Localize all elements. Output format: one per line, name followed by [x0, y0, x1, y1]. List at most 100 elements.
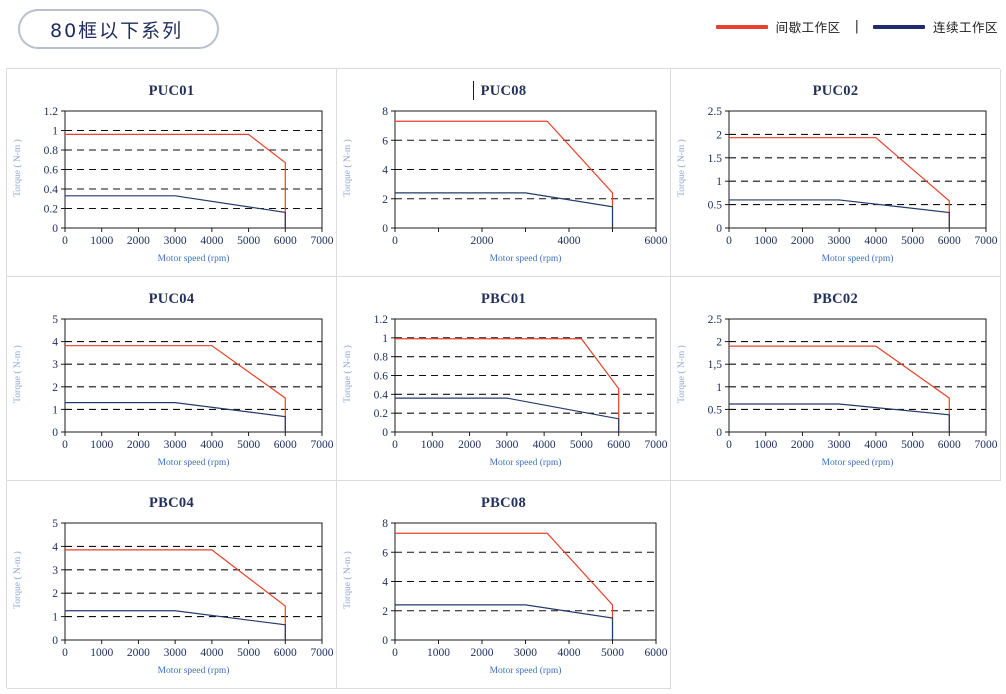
svg-text:2000: 2000 — [127, 647, 150, 659]
svg-text:3: 3 — [52, 565, 58, 577]
svg-text:0.5: 0.5 — [708, 404, 723, 416]
page-header: 80框以下系列 间歇工作区 | 连续工作区 — [0, 0, 1006, 60]
svg-text:0: 0 — [52, 223, 58, 235]
svg-text:2: 2 — [52, 588, 58, 600]
svg-text:2: 2 — [52, 382, 58, 394]
charts-grid: PUC01 0 1000 2000 3000 4000 5000 6000 7000 0 0.2 0.… — [6, 68, 1001, 689]
svg-text:4000: 4000 — [200, 235, 223, 247]
chart-cell: PBC01 0 1000 2000 3000 4000 5000 6000 7000 0 0.2 0.… — [337, 277, 671, 481]
y-axis-label: Torque ( N-m ) — [677, 344, 687, 403]
svg-text:6000: 6000 — [645, 235, 668, 247]
chart-area: PUC02 0 1000 2000 3000 4000 5000 6000 7000 0 0.5 1 1… — [671, 69, 1000, 276]
svg-text:3000: 3000 — [828, 235, 851, 247]
svg-text:0: 0 — [392, 647, 398, 659]
chart-area: PBC02 0 1000 2000 3000 4000 5000 6000 7000 0 0.5 1 1… — [671, 277, 1000, 480]
series-badge: 80框以下系列 — [18, 9, 220, 49]
chart-plot: 0 1000 2000 3000 4000 5000 6000 7000 0 0.2 0.4 0.6 0… — [374, 314, 668, 451]
legend-label-continuous: 连续工作区 — [932, 20, 998, 35]
svg-text:1000: 1000 — [421, 439, 444, 451]
svg-text:0.8: 0.8 — [374, 352, 389, 364]
chart-cell: PBC04 0 1000 2000 3000 4000 5000 6000 7000 0 1 2 3 4 5… — [7, 481, 337, 689]
svg-text:1: 1 — [382, 333, 388, 345]
y-axis-label: Torque ( N-m ) — [677, 138, 687, 197]
svg-text:6: 6 — [382, 135, 388, 147]
svg-text:2000: 2000 — [471, 235, 494, 247]
svg-text:1.2: 1.2 — [374, 314, 389, 326]
svg-text:0.6: 0.6 — [374, 371, 389, 383]
svg-text:7000: 7000 — [975, 439, 998, 451]
chart-plot: 0 1000 2000 3000 4000 5000 6000 0 2 4 6 8 — [382, 518, 668, 659]
chart-plot: 0 1000 2000 3000 4000 5000 6000 7000 0 1 2 3 4 5 — [52, 314, 334, 451]
svg-text:0: 0 — [392, 235, 398, 247]
chart-area: PBC04 0 1000 2000 3000 4000 5000 6000 7000 0 1 2 3 4 5… — [7, 481, 336, 688]
svg-text:0.4: 0.4 — [44, 184, 59, 196]
series-line — [729, 345, 950, 432]
chart-area: PUC04 0 1000 2000 3000 4000 5000 6000 7000 0 1 2 3 4 5… — [7, 277, 336, 480]
svg-text:0: 0 — [726, 439, 732, 451]
svg-text:4: 4 — [382, 577, 388, 589]
chart-cell-empty — [671, 481, 1001, 689]
svg-text:5000: 5000 — [237, 235, 260, 247]
svg-text:1000: 1000 — [90, 439, 113, 451]
svg-text:3000: 3000 — [514, 647, 537, 659]
series-line — [395, 192, 614, 228]
svg-text:0: 0 — [716, 223, 722, 235]
svg-text:3000: 3000 — [164, 647, 187, 659]
svg-text:2000: 2000 — [791, 235, 814, 247]
svg-text:1: 1 — [52, 404, 58, 416]
svg-text:1000: 1000 — [754, 235, 777, 247]
svg-text:4: 4 — [52, 337, 58, 349]
svg-text:2000: 2000 — [471, 647, 494, 659]
svg-text:7000: 7000 — [311, 235, 334, 247]
chart-title: PBC04 — [149, 495, 194, 511]
svg-text:0: 0 — [726, 235, 732, 247]
chart-plot: 0 1000 2000 3000 4000 5000 6000 7000 0 0.5 1 1,5 2 2.… — [708, 314, 998, 451]
svg-text:7000: 7000 — [311, 647, 334, 659]
chart-cell: PBC08 0 1000 2000 3000 4000 5000 6000 0 2 4 6 8 Torqu… — [337, 481, 671, 689]
svg-text:1: 1 — [716, 176, 722, 188]
svg-text:3000: 3000 — [495, 439, 518, 451]
svg-text:4: 4 — [52, 541, 58, 553]
svg-text:5: 5 — [52, 314, 58, 326]
svg-text:0.5: 0.5 — [708, 200, 723, 212]
y-axis-label: Torque ( N-m ) — [343, 138, 353, 197]
svg-text:0.6: 0.6 — [44, 165, 59, 177]
series-line — [65, 195, 286, 228]
svg-text:0: 0 — [62, 647, 68, 659]
line-swatch-navy-icon — [872, 24, 925, 29]
svg-text:4000: 4000 — [558, 235, 581, 247]
chart-title: PUC04 — [148, 291, 195, 307]
svg-text:8: 8 — [382, 518, 388, 530]
x-axis-label: Motor speed (rpm) — [489, 254, 562, 264]
svg-text:1.2: 1.2 — [44, 106, 59, 118]
svg-text:2000: 2000 — [127, 235, 150, 247]
svg-text:6000: 6000 — [607, 439, 630, 451]
svg-text:5000: 5000 — [570, 439, 593, 451]
chart-area: PBC01 0 1000 2000 3000 4000 5000 6000 7000 0 0.2 0.… — [337, 277, 670, 480]
svg-text:0.4: 0.4 — [374, 389, 389, 401]
svg-text:0: 0 — [52, 635, 58, 647]
y-axis-label: Torque ( N-m ) — [13, 550, 23, 609]
svg-text:1: 1 — [716, 382, 722, 394]
svg-text:3000: 3000 — [164, 235, 187, 247]
series-line — [729, 137, 950, 228]
svg-text:2: 2 — [382, 606, 388, 618]
svg-text:2: 2 — [716, 337, 722, 349]
x-axis-label: Motor speed (rpm) — [489, 666, 562, 676]
svg-text:6000: 6000 — [938, 439, 961, 451]
svg-text:1000: 1000 — [427, 647, 450, 659]
chart-area: PUC08 0 2000 4000 6000 0 2 4 6 8 Torque ( N-m ) Mot… — [337, 69, 670, 276]
series-line — [395, 338, 620, 432]
svg-text:0: 0 — [52, 427, 58, 439]
series-line — [395, 604, 614, 640]
chart-plot: 0 1000 2000 3000 4000 5000 6000 7000 0 0.5 1 1.5 2 2.… — [708, 106, 998, 247]
legend-separator: | — [854, 19, 859, 34]
chart-cell: PBC02 0 1000 2000 3000 4000 5000 6000 7000 0 0.5 1 1… — [671, 277, 1001, 481]
svg-text:3000: 3000 — [828, 439, 851, 451]
chart-area: PUC01 0 1000 2000 3000 4000 5000 6000 7000 0 0.2 0.… — [7, 69, 336, 276]
x-axis-label: Motor speed (rpm) — [157, 254, 230, 264]
svg-text:2: 2 — [716, 129, 722, 141]
chart-area: PBC08 0 1000 2000 3000 4000 5000 6000 0 2 4 6 8 Torqu… — [337, 481, 670, 688]
svg-text:4000: 4000 — [533, 439, 556, 451]
